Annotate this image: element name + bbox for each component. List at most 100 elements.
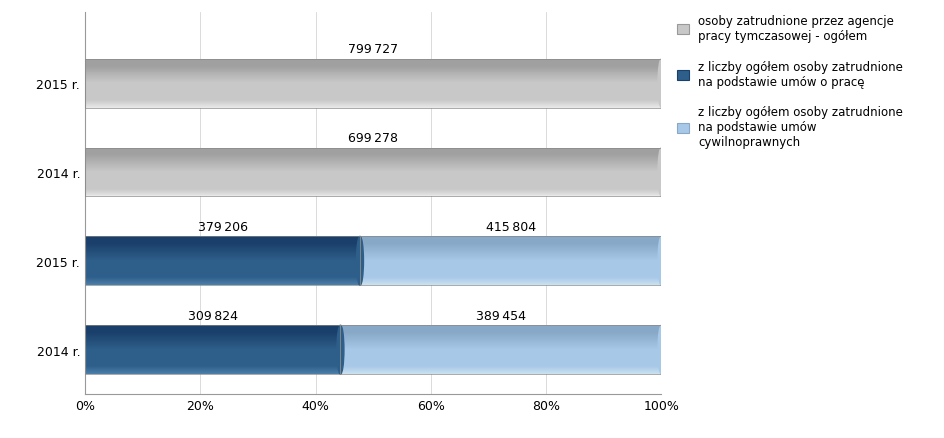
Bar — [85, 76, 661, 77]
Bar — [340, 328, 661, 329]
Bar — [85, 364, 340, 365]
Bar — [85, 60, 661, 62]
Bar — [360, 261, 661, 262]
Bar — [85, 162, 661, 163]
Bar — [85, 176, 661, 177]
Bar — [85, 96, 661, 97]
Bar — [360, 240, 661, 241]
Bar — [340, 368, 661, 369]
Bar — [340, 338, 661, 339]
Bar — [360, 256, 661, 258]
Bar — [85, 89, 661, 90]
Bar — [85, 260, 360, 261]
Ellipse shape — [657, 325, 665, 374]
Bar — [360, 278, 661, 279]
Bar — [85, 88, 661, 89]
Bar — [85, 164, 661, 165]
Bar — [85, 250, 360, 251]
Bar — [85, 325, 340, 374]
Bar — [340, 358, 661, 359]
Bar — [85, 355, 340, 356]
Bar — [360, 267, 661, 268]
Bar — [85, 91, 661, 92]
Bar — [85, 68, 661, 69]
Bar — [85, 72, 661, 73]
Bar — [85, 150, 661, 151]
Bar — [85, 181, 661, 182]
Bar — [85, 280, 360, 281]
Bar — [340, 333, 661, 334]
Bar — [85, 349, 340, 350]
Bar — [85, 284, 360, 285]
Bar — [360, 259, 661, 260]
Bar — [85, 77, 661, 78]
Bar — [340, 336, 661, 337]
Bar — [85, 344, 340, 345]
Bar — [340, 356, 661, 357]
Bar — [85, 345, 340, 346]
Bar — [340, 351, 661, 352]
Bar — [85, 178, 661, 180]
Bar — [360, 244, 661, 245]
Bar — [85, 240, 360, 241]
Bar — [360, 249, 661, 250]
Bar — [340, 334, 661, 335]
Bar — [85, 67, 661, 68]
Bar — [85, 193, 661, 194]
Bar — [360, 263, 661, 264]
Bar — [85, 107, 661, 108]
Text: 309 824: 309 824 — [188, 309, 238, 322]
Bar — [340, 342, 661, 343]
Bar — [360, 277, 661, 278]
Bar — [85, 71, 661, 72]
Bar — [340, 339, 661, 340]
Bar — [85, 270, 360, 271]
Bar — [85, 279, 360, 280]
Bar — [360, 271, 661, 272]
Bar — [360, 241, 661, 242]
Text: 799 727: 799 727 — [347, 43, 398, 56]
Bar — [85, 177, 661, 179]
Bar — [360, 251, 661, 252]
Bar — [85, 78, 661, 79]
Bar — [360, 268, 661, 269]
Bar — [340, 352, 661, 353]
Bar — [85, 259, 360, 260]
Bar — [340, 360, 661, 362]
Bar — [85, 252, 360, 254]
Bar — [85, 267, 360, 268]
Bar — [85, 350, 340, 351]
Bar — [340, 353, 661, 354]
Bar — [85, 329, 340, 330]
Bar — [85, 363, 340, 364]
Bar — [340, 369, 661, 371]
Bar — [85, 352, 340, 353]
Bar — [85, 265, 360, 266]
Bar — [360, 237, 661, 238]
Bar — [85, 82, 661, 83]
Bar — [85, 191, 661, 192]
Bar — [85, 167, 661, 168]
Bar — [85, 346, 340, 347]
Bar — [85, 372, 340, 373]
Bar — [85, 187, 661, 188]
Bar — [85, 336, 340, 337]
Bar — [85, 282, 360, 283]
Bar — [85, 101, 661, 102]
Bar — [85, 92, 661, 93]
Bar — [85, 251, 360, 252]
Bar — [85, 190, 661, 191]
Bar — [360, 273, 661, 274]
Bar — [85, 353, 340, 354]
Bar — [85, 159, 661, 160]
Bar — [85, 261, 360, 262]
Bar — [85, 258, 360, 259]
Bar — [85, 156, 661, 157]
Bar — [85, 98, 661, 99]
Bar — [85, 243, 360, 244]
Bar — [85, 184, 661, 185]
Bar — [85, 343, 340, 344]
Bar — [360, 281, 661, 282]
Bar — [85, 237, 360, 238]
Bar — [340, 325, 661, 326]
